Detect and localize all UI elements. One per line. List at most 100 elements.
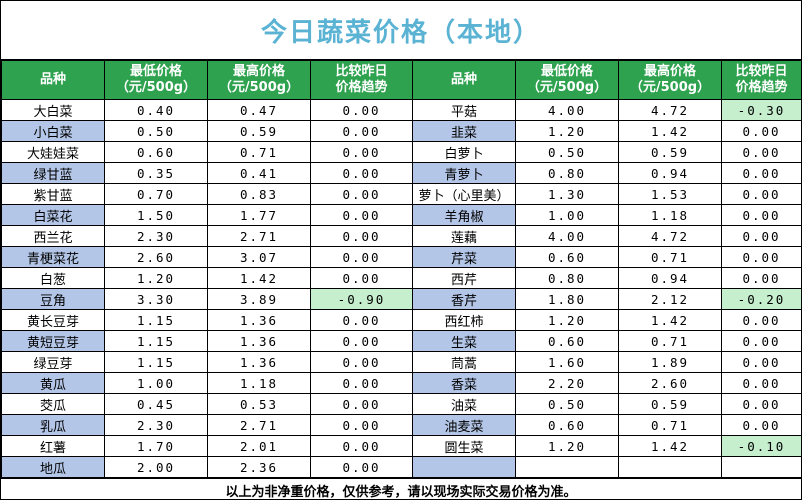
max-price-cell: 2.01 xyxy=(207,435,311,457)
table-row: 白葱 1.20 1.42 0.00 西芹 0.80 0.94 0.00 xyxy=(1,267,802,289)
trend-cell: 0.00 xyxy=(721,120,802,142)
table-row: 紫甘蓝 0.70 0.83 0.00 萝卜（心里美） 1.30 1.53 0.00 xyxy=(1,183,802,205)
trend-cell: 0.00 xyxy=(721,225,802,247)
max-price-cell: 2.71 xyxy=(207,414,311,436)
header-name-left: 品种 xyxy=(1,60,105,100)
trend-cell: 0.00 xyxy=(310,225,413,247)
min-price-cell: 0.50 xyxy=(515,393,619,415)
vegetable-name-cell: 茼蒿 xyxy=(412,351,516,373)
min-price-cell: 2.60 xyxy=(104,246,208,268)
table-row: 大娃娃菜 0.60 0.71 0.00 白萝卜 0.50 0.59 0.00 xyxy=(1,141,802,163)
vegetable-name-cell: 莲藕 xyxy=(412,225,516,247)
trend-cell: 0.00 xyxy=(721,183,802,205)
max-price-cell: 0.71 xyxy=(207,141,311,163)
max-price-cell: 1.77 xyxy=(207,204,311,226)
max-price-cell: 1.42 xyxy=(618,120,722,142)
vegetable-name-cell: 绿豆芽 xyxy=(1,351,105,373)
vegetable-name-cell: 地瓜 xyxy=(1,456,105,478)
min-price-cell: 2.00 xyxy=(104,456,208,478)
max-price-cell: 2.12 xyxy=(618,288,722,310)
max-price-cell: 4.72 xyxy=(618,99,722,121)
min-price-cell: 4.00 xyxy=(515,99,619,121)
table-row: 茭瓜 0.45 0.53 0.00 油菜 0.50 0.59 0.00 xyxy=(1,393,802,415)
trend-cell: 0.00 xyxy=(310,435,413,457)
vegetable-name-cell: 青萝卜 xyxy=(412,162,516,184)
vegetable-name-cell: 黄瓜 xyxy=(1,372,105,394)
table-row: 西兰花 2.30 2.71 0.00 莲藕 4.00 4.72 0.00 xyxy=(1,225,802,247)
trend-cell: 0.00 xyxy=(310,120,413,142)
min-price-cell: 0.70 xyxy=(104,183,208,205)
header-min-left: 最低价格 （元/500g） xyxy=(104,60,208,100)
vegetable-name-cell: 红薯 xyxy=(1,435,105,457)
vegetable-name-cell: 羊角椒 xyxy=(412,204,516,226)
header-min-right: 最低价格 （元/500g） xyxy=(515,60,619,100)
trend-cell: 0.00 xyxy=(721,162,802,184)
vegetable-name-cell: 油菜 xyxy=(412,393,516,415)
min-price-cell: 1.30 xyxy=(515,183,619,205)
vegetable-name-cell: 紫甘蓝 xyxy=(1,183,105,205)
max-price-cell: 0.71 xyxy=(618,330,722,352)
max-price-cell: 1.18 xyxy=(207,372,311,394)
min-price-cell: 0.60 xyxy=(104,141,208,163)
vegetable-name-cell: 大娃娃菜 xyxy=(1,141,105,163)
vegetable-name-cell xyxy=(412,456,516,478)
table-row: 乳瓜 2.30 2.71 0.00 油麦菜 0.60 0.71 0.00 xyxy=(1,414,802,436)
min-price-cell: 0.60 xyxy=(515,330,619,352)
table-row: 黄短豆芽 1.15 1.36 0.00 生菜 0.60 0.71 0.00 xyxy=(1,330,802,352)
max-price-cell: 1.89 xyxy=(618,351,722,373)
min-price-cell: 1.00 xyxy=(104,372,208,394)
trend-cell: 0.00 xyxy=(721,141,802,163)
trend-cell: 0.00 xyxy=(310,162,413,184)
table-row: 黄瓜 1.00 1.18 0.00 香菜 2.20 2.60 0.00 xyxy=(1,372,802,394)
min-price-cell: 1.70 xyxy=(104,435,208,457)
vegetable-name-cell: 黄长豆芽 xyxy=(1,309,105,331)
max-price-cell: 1.36 xyxy=(207,330,311,352)
vegetable-name-cell: 大白菜 xyxy=(1,99,105,121)
max-price-cell: 3.07 xyxy=(207,246,311,268)
price-table: 品种 最低价格 （元/500g） 最高价格 （元/500g） 比较昨日 价格趋势 品种… xyxy=(1,60,802,478)
vegetable-name-cell: 白葱 xyxy=(1,267,105,289)
header-row: 品种 最低价格 （元/500g） 最高价格 （元/500g） 比较昨日 价格趋势 品种… xyxy=(1,60,802,100)
max-price-cell: 0.94 xyxy=(618,162,722,184)
trend-cell: 0.00 xyxy=(310,99,413,121)
min-price-cell: 0.50 xyxy=(515,141,619,163)
trend-cell: 0.00 xyxy=(310,267,413,289)
trend-cell: -0.90 xyxy=(310,288,413,310)
min-price-cell: 1.80 xyxy=(515,288,619,310)
vegetable-name-cell: 白萝卜 xyxy=(412,141,516,163)
min-price-cell: 1.20 xyxy=(515,120,619,142)
max-price-cell: 0.71 xyxy=(618,246,722,268)
min-price-cell: 2.30 xyxy=(104,225,208,247)
vegetable-name-cell: 青梗菜花 xyxy=(1,246,105,268)
min-price-cell: 1.20 xyxy=(104,267,208,289)
max-price-cell: 2.60 xyxy=(618,372,722,394)
table-row: 黄长豆芽 1.15 1.36 0.00 西红柿 1.20 1.42 0.00 xyxy=(1,309,802,331)
trend-cell: 0.00 xyxy=(310,330,413,352)
max-price-cell: 1.18 xyxy=(618,204,722,226)
max-price-cell xyxy=(618,456,722,478)
max-price-cell: 4.72 xyxy=(618,225,722,247)
trend-cell: 0.00 xyxy=(721,414,802,436)
vegetable-name-cell: 西芹 xyxy=(412,267,516,289)
trend-cell: 0.00 xyxy=(310,372,413,394)
min-price-cell: 1.60 xyxy=(515,351,619,373)
min-price-cell: 1.20 xyxy=(515,435,619,457)
trend-cell: 0.00 xyxy=(721,267,802,289)
table-row: 绿甘蓝 0.35 0.41 0.00 青萝卜 0.80 0.94 0.00 xyxy=(1,162,802,184)
min-price-cell: 3.30 xyxy=(104,288,208,310)
table-row: 白菜花 1.50 1.77 0.00 羊角椒 1.00 1.18 0.00 xyxy=(1,204,802,226)
max-price-cell: 2.36 xyxy=(207,456,311,478)
max-price-cell: 0.59 xyxy=(618,141,722,163)
min-price-cell xyxy=(515,456,619,478)
table-row: 小白菜 0.50 0.59 0.00 韭菜 1.20 1.42 0.00 xyxy=(1,120,802,142)
vegetable-name-cell: 香菜 xyxy=(412,372,516,394)
min-price-cell: 1.20 xyxy=(515,309,619,331)
max-price-cell: 0.41 xyxy=(207,162,311,184)
trend-cell: -0.20 xyxy=(721,288,802,310)
table-row: 绿豆芽 1.15 1.36 0.00 茼蒿 1.60 1.89 0.00 xyxy=(1,351,802,373)
max-price-cell: 0.59 xyxy=(207,120,311,142)
min-price-cell: 2.30 xyxy=(104,414,208,436)
max-price-cell: 3.89 xyxy=(207,288,311,310)
max-price-cell: 1.42 xyxy=(618,435,722,457)
min-price-cell: 1.15 xyxy=(104,351,208,373)
